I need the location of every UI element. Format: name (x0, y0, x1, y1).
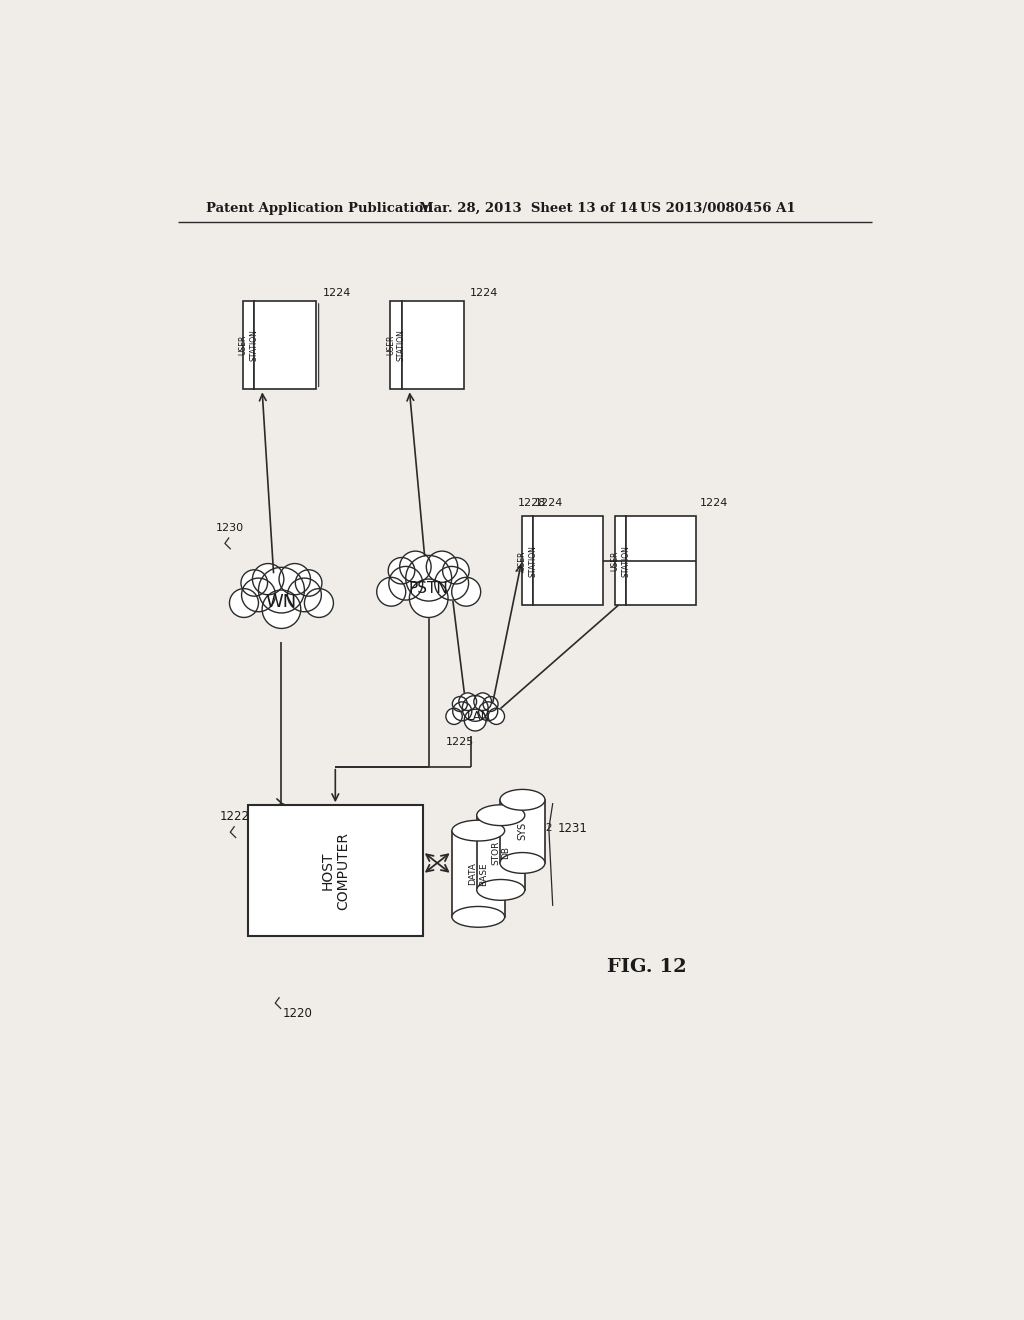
Circle shape (377, 577, 406, 606)
Bar (390, 301, 401, 389)
Bar (534, 516, 603, 605)
Bar (248, 805, 423, 936)
Circle shape (474, 693, 492, 710)
Bar (243, 301, 254, 389)
Bar (477, 816, 524, 890)
Circle shape (445, 708, 462, 725)
Circle shape (388, 557, 415, 583)
Circle shape (229, 589, 258, 618)
Ellipse shape (452, 820, 505, 841)
Text: Patent Application Publication: Patent Application Publication (206, 202, 432, 215)
Text: STOR
DB: STOR DB (492, 841, 511, 865)
Circle shape (279, 564, 310, 595)
Text: LAN: LAN (467, 710, 490, 723)
Text: 1224: 1224 (323, 288, 351, 298)
Text: WN: WN (266, 593, 297, 611)
Text: 1224: 1224 (535, 499, 563, 508)
Text: 1230: 1230 (216, 523, 244, 533)
Circle shape (399, 552, 431, 582)
Circle shape (488, 708, 505, 725)
Circle shape (483, 697, 498, 711)
Circle shape (304, 589, 334, 618)
Text: USER
STATION: USER STATION (610, 545, 630, 577)
Text: SYS: SYS (517, 822, 527, 841)
Bar (627, 516, 696, 605)
Text: 1224: 1224 (470, 288, 498, 298)
Ellipse shape (477, 879, 525, 900)
Bar (521, 516, 534, 605)
Text: US 2013/0080456 A1: US 2013/0080456 A1 (640, 202, 795, 215)
Circle shape (253, 564, 284, 595)
Bar (401, 301, 464, 389)
Text: USER
STATION: USER STATION (518, 545, 538, 577)
Circle shape (241, 570, 267, 597)
Text: Mar. 28, 2013  Sheet 13 of 14: Mar. 28, 2013 Sheet 13 of 14 (419, 202, 637, 215)
Text: PSTN: PSTN (409, 581, 449, 595)
Circle shape (426, 552, 458, 582)
Text: 1225: 1225 (445, 737, 474, 747)
Bar (452, 830, 505, 917)
Circle shape (464, 709, 486, 731)
Circle shape (389, 566, 423, 601)
Text: 1224: 1224 (700, 499, 728, 508)
Circle shape (435, 566, 469, 601)
Bar (254, 301, 316, 389)
Circle shape (453, 697, 467, 711)
Circle shape (406, 556, 452, 601)
Ellipse shape (500, 789, 545, 810)
Text: DATA
BASE: DATA BASE (469, 862, 488, 886)
Circle shape (453, 702, 472, 721)
Bar (614, 516, 627, 605)
Text: USER
STATION: USER STATION (239, 329, 258, 362)
Ellipse shape (500, 853, 545, 874)
Text: 1222: 1222 (219, 810, 250, 824)
Circle shape (459, 693, 476, 710)
Circle shape (242, 578, 275, 611)
Text: 1220: 1220 (283, 1007, 313, 1019)
Circle shape (288, 578, 322, 611)
Circle shape (295, 570, 322, 597)
Circle shape (258, 568, 304, 612)
Text: 1228: 1228 (518, 499, 546, 508)
Circle shape (452, 577, 480, 606)
Circle shape (410, 579, 449, 618)
Circle shape (478, 702, 498, 721)
Circle shape (442, 557, 469, 583)
Bar (500, 800, 545, 863)
Circle shape (462, 696, 488, 721)
Ellipse shape (452, 907, 505, 927)
Text: FIG. 12: FIG. 12 (607, 958, 686, 975)
Text: USER
STATION: USER STATION (386, 329, 406, 362)
Ellipse shape (477, 805, 525, 825)
Circle shape (262, 590, 301, 628)
Text: HOST
COMPUTER: HOST COMPUTER (321, 832, 350, 909)
Text: 1231: 1231 (558, 822, 588, 834)
Text: 1232: 1232 (527, 824, 554, 833)
